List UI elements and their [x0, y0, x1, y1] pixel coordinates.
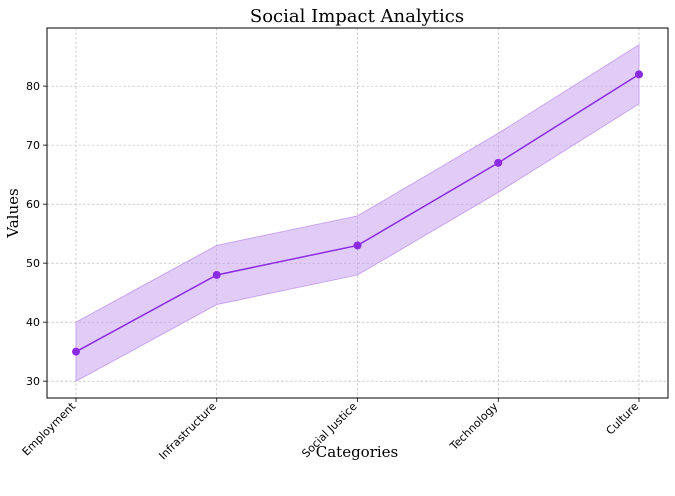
x-tick-label: Culture — [604, 400, 642, 438]
confidence-band — [75, 43, 640, 383]
data-point — [353, 241, 362, 250]
y-tick-label: 40 — [26, 316, 40, 329]
data-point — [635, 70, 643, 79]
y-tick-label: 30 — [26, 375, 40, 388]
data-point — [72, 347, 80, 356]
x-tick-label: Employment — [20, 399, 79, 458]
x-tick-label: Infrastructure — [156, 400, 219, 463]
confidence-band-layer — [75, 43, 640, 383]
data-point — [494, 158, 503, 167]
chart-title: Social Impact Analytics — [250, 6, 464, 27]
x-tick-label: Technology — [447, 400, 501, 454]
y-axis-label: Values — [4, 188, 22, 238]
y-tick-label: 80 — [26, 80, 40, 93]
y-tick-label: 60 — [26, 198, 40, 211]
x-axis-label: Categories — [316, 443, 399, 461]
y-axis-ticks: 30 40 50 60 70 80 — [26, 80, 47, 388]
y-tick-label: 50 — [26, 257, 40, 270]
data-points-layer — [72, 70, 643, 356]
y-tick-label: 70 — [26, 139, 40, 152]
data-point — [212, 270, 221, 279]
